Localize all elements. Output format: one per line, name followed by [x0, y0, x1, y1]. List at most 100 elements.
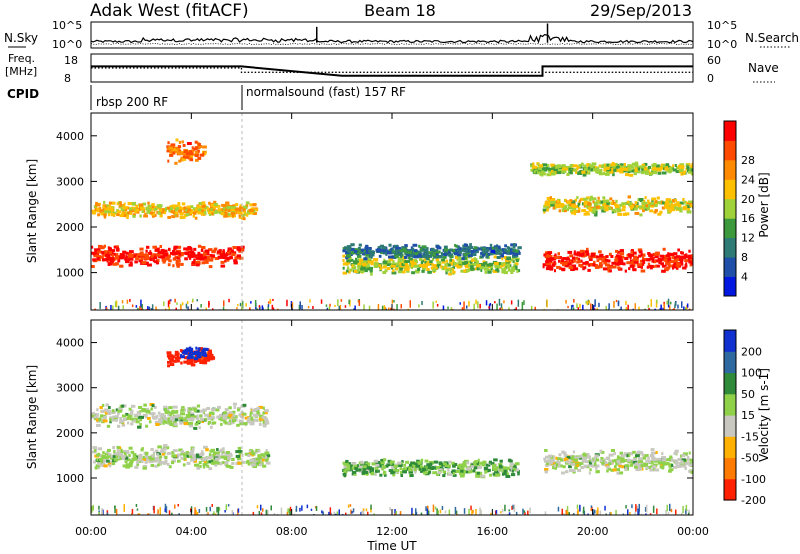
heatmap-cell — [201, 209, 204, 213]
heatmap-cell — [412, 513, 414, 515]
heatmap-cell — [224, 421, 229, 425]
heatmap-cell — [620, 457, 625, 461]
heatmap-cell — [590, 164, 594, 168]
heatmap-cell — [397, 461, 402, 465]
heatmap-cell — [310, 508, 313, 511]
heatmap-cell — [176, 264, 180, 268]
heatmap-cell — [517, 514, 519, 515]
heatmap-cell — [158, 460, 164, 464]
heatmap-cell — [405, 460, 410, 464]
heatmap-cell — [586, 453, 590, 456]
heatmap-cell — [643, 258, 649, 261]
heatmap-cell — [382, 271, 387, 274]
heatmap-cell — [557, 164, 562, 168]
heatmap-cell — [111, 254, 114, 258]
heatmap-cell — [157, 250, 161, 254]
heatmap-cell — [443, 250, 449, 254]
heatmap-cell — [143, 214, 148, 218]
heatmap-cell — [453, 261, 457, 265]
heatmap-cell — [582, 510, 585, 514]
heatmap-cell — [128, 415, 132, 418]
heatmap-cell — [237, 461, 242, 465]
heatmap-cell — [426, 466, 432, 469]
noise-right-tick-bottom: 10^0 — [707, 38, 737, 51]
heatmap-cell — [473, 248, 476, 251]
heatmap-cell — [501, 309, 503, 310]
heatmap-cell — [487, 252, 491, 256]
heatmap-cell — [547, 200, 551, 204]
heatmap-cell — [493, 468, 497, 472]
heatmap-cell — [109, 460, 114, 464]
heatmap-cell — [151, 203, 155, 207]
heatmap-cell — [570, 305, 573, 310]
heatmap-cell — [179, 212, 184, 216]
heatmap-cell — [469, 260, 473, 264]
heatmap-cell — [668, 458, 674, 462]
heatmap-cell — [382, 251, 387, 255]
heatmap-cell — [146, 210, 150, 214]
heatmap-cell — [689, 263, 693, 267]
heatmap-cell — [195, 509, 197, 515]
heatmap-cell — [121, 300, 124, 304]
heatmap-cell — [108, 464, 112, 468]
heatmap-cell — [92, 258, 97, 262]
heatmap-cell — [225, 256, 231, 260]
heatmap-cell — [580, 264, 584, 268]
heatmap-cell — [643, 162, 648, 166]
heatmap-cell — [625, 505, 627, 509]
heatmap-cell — [537, 163, 540, 167]
cpid-label: CPID — [7, 87, 39, 101]
heatmap-cell — [468, 508, 470, 515]
heatmap-cell — [176, 359, 180, 363]
heatmap-cell — [655, 451, 658, 454]
heatmap-cell — [489, 265, 494, 269]
heatmap-cell — [150, 254, 154, 258]
heatmap-cell — [171, 415, 176, 419]
heatmap-cell — [395, 469, 400, 472]
heatmap-cell — [185, 451, 189, 454]
heatmap-cell — [190, 508, 192, 512]
heatmap-cell — [186, 414, 191, 418]
heatmap-cell — [585, 460, 590, 464]
heatmap-cell — [575, 256, 579, 260]
heatmap-cell — [451, 248, 456, 252]
heatmap-cell — [457, 253, 462, 257]
heatmap-cell — [197, 463, 200, 467]
heatmap-cell — [342, 271, 347, 275]
heatmap-cell — [617, 259, 622, 263]
heatmap-cell — [638, 461, 643, 465]
heatmap-cell — [218, 449, 223, 453]
noise-right-tick-top: 10^5 — [707, 19, 737, 32]
heatmap-cell — [201, 351, 207, 355]
heatmap-cell — [252, 212, 257, 215]
heatmap-cell — [691, 257, 693, 261]
heatmap-cell — [578, 164, 582, 167]
heatmap-cell — [263, 411, 268, 415]
heatmap-cell — [479, 255, 484, 259]
heatmap-cell — [582, 202, 585, 206]
heatmap-cell — [192, 211, 197, 215]
heatmap-cell — [202, 418, 206, 422]
heatmap-cell — [154, 420, 159, 424]
heatmap-cell — [616, 457, 620, 461]
heatmap-cell — [641, 259, 645, 263]
heatmap-cell — [532, 162, 535, 166]
heatmap-cell — [616, 254, 622, 258]
heatmap-cell — [688, 308, 691, 310]
heatmap-cell — [578, 207, 581, 211]
heatmap-cell — [394, 244, 399, 248]
heatmap-cell — [480, 264, 485, 268]
heatmap-cell — [573, 209, 577, 213]
heatmap-cell — [592, 206, 598, 210]
heatmap-cell — [125, 213, 129, 217]
heatmap-cell — [587, 513, 589, 515]
heatmap-cell — [684, 264, 688, 268]
heatmap-cell — [515, 265, 518, 269]
heatmap-cell — [637, 457, 643, 461]
heatmap-cell — [435, 258, 440, 262]
heatmap-cell — [357, 265, 361, 269]
heatmap-cell — [442, 252, 445, 256]
heatmap-cell — [547, 169, 551, 173]
heatmap-cell — [587, 299, 590, 305]
heatmap-cell — [628, 452, 633, 456]
